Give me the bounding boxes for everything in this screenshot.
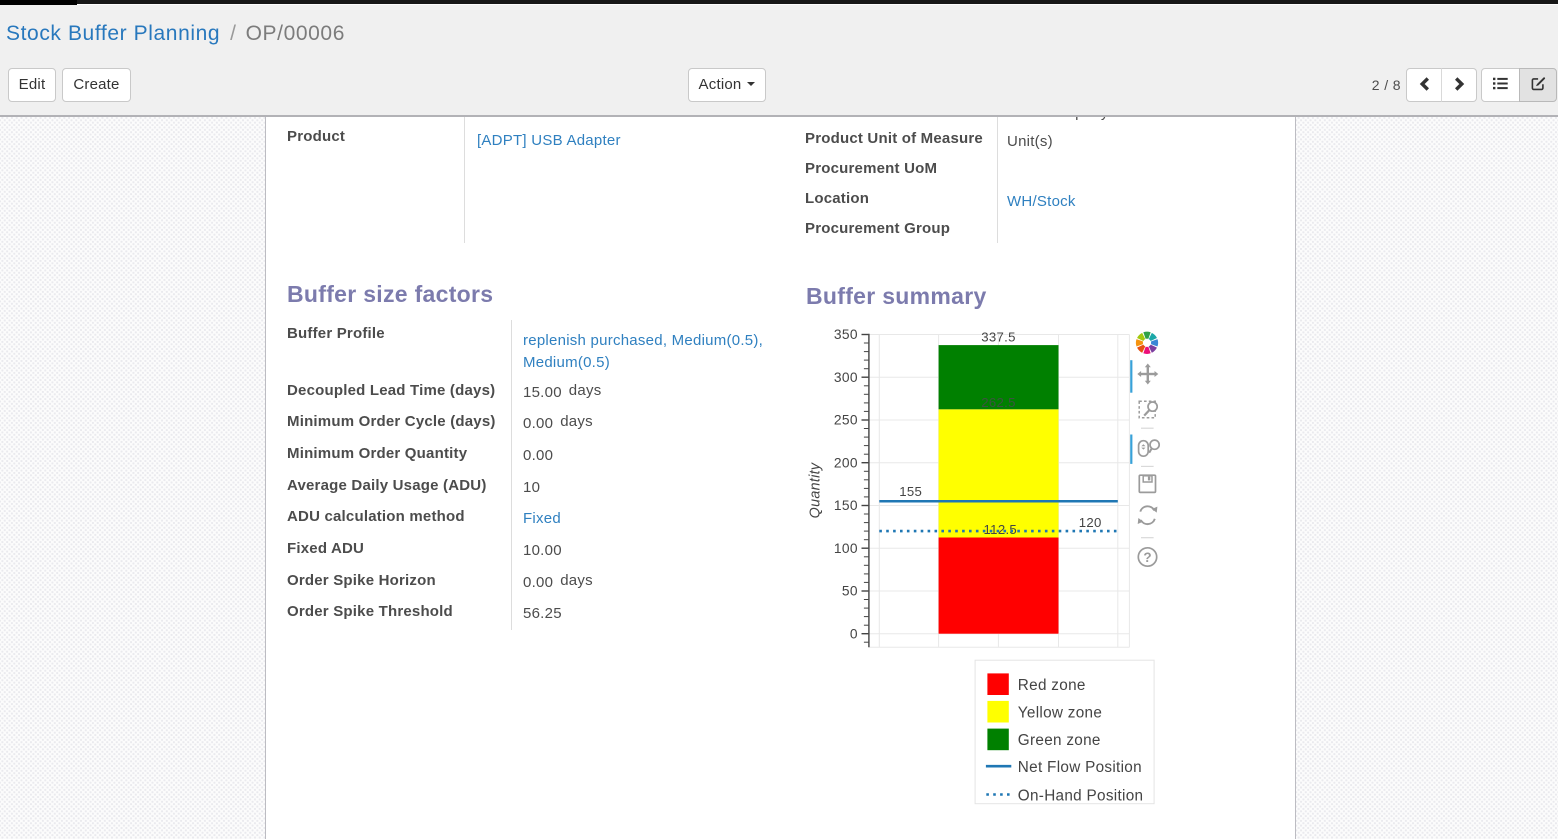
svg-text:Green zone: Green zone xyxy=(1018,732,1101,749)
svg-text:Net Flow Position: Net Flow Position xyxy=(1018,759,1142,776)
svg-text:On-Hand Position: On-Hand Position xyxy=(1018,787,1144,804)
svg-text:Quantity: Quantity xyxy=(808,462,824,518)
svg-text:50: 50 xyxy=(842,584,858,599)
svg-text:120: 120 xyxy=(1079,515,1102,530)
svg-text:150: 150 xyxy=(834,498,858,513)
svg-text:200: 200 xyxy=(834,455,858,470)
svg-text:337.5: 337.5 xyxy=(981,329,1016,344)
svg-text:112.5: 112.5 xyxy=(984,522,1018,537)
svg-text:100: 100 xyxy=(834,541,858,556)
svg-text:0: 0 xyxy=(850,626,858,641)
svg-text:?: ? xyxy=(1143,550,1151,565)
svg-text:350: 350 xyxy=(834,327,858,342)
svg-text:300: 300 xyxy=(834,370,858,385)
svg-text:Yellow zone: Yellow zone xyxy=(1018,704,1102,721)
svg-text:155: 155 xyxy=(899,484,922,499)
svg-text:262.5: 262.5 xyxy=(981,395,1016,410)
svg-text:Red zone: Red zone xyxy=(1018,677,1086,694)
svg-text:250: 250 xyxy=(834,413,858,428)
